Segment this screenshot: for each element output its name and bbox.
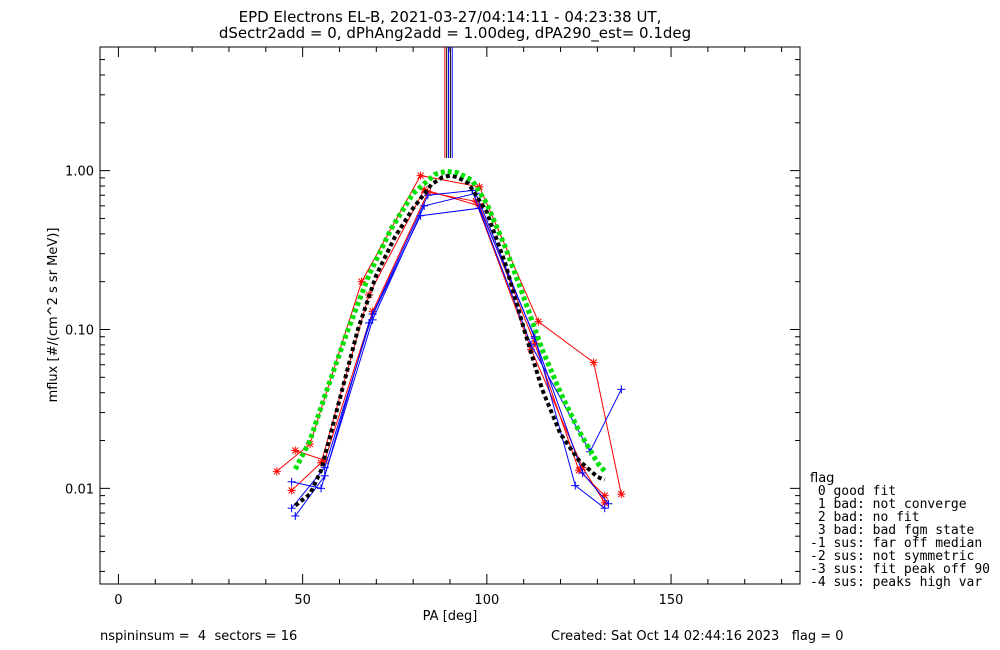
data-point <box>571 481 580 490</box>
data-point <box>317 484 326 493</box>
legend-entry: -1 sus: far off median <box>810 536 982 551</box>
y-tick-label: 1.00 <box>65 165 94 180</box>
y-tick-label: 0.10 <box>65 323 94 338</box>
data-point <box>287 486 296 495</box>
legend-entry: -4 sus: peaks high var <box>810 575 982 590</box>
data-point <box>534 317 543 326</box>
chart-title-line2: dSectr2add = 0, dPhAng2add = 1.00deg, dP… <box>219 24 691 43</box>
data-point <box>423 191 432 200</box>
footer-sector-info: nspininsum = 4 sectors = 16 <box>100 629 297 644</box>
data-point <box>589 358 598 367</box>
fit-curve <box>294 173 606 508</box>
data-point <box>604 499 613 508</box>
data-point <box>416 171 425 180</box>
data-point <box>617 490 626 499</box>
vertical-markers <box>444 47 453 159</box>
series-line <box>291 189 606 496</box>
data-point <box>617 385 626 394</box>
chart-title-line1: EPD Electrons EL-B, 2021-03-27/04:14:11 … <box>239 8 662 26</box>
legend-title: flag <box>810 471 834 486</box>
y-axis-ticks: 0.01 0.10 1.00 <box>65 46 800 572</box>
legend-entry: -2 sus: not symmetric <box>810 549 974 564</box>
data-point <box>291 511 300 520</box>
legend-entry: 0 good fit <box>810 484 896 499</box>
data-point <box>287 477 296 486</box>
series-line <box>294 192 609 517</box>
data-point <box>320 471 329 480</box>
data-point <box>287 504 296 513</box>
y-axis-label: mflux [#/(cm^2 s sr MeV)] <box>46 228 61 403</box>
x-axis-label: PA [deg] <box>423 609 478 624</box>
legend-entry: 3 bad: bad fgm state <box>810 523 975 538</box>
legend: flag 0 good fit 1 bad: not converge 2 ba… <box>810 471 990 590</box>
data-point <box>320 463 329 472</box>
y-tick-label: 0.01 <box>65 482 94 497</box>
data-point <box>600 504 609 513</box>
x-tick-label: 50 <box>294 593 311 608</box>
data-point <box>578 468 587 477</box>
legend-entry: 1 bad: not converge <box>810 497 967 512</box>
x-tick-label: 100 <box>474 593 499 608</box>
footer-created-flag: Created: Sat Oct 14 02:44:16 2023 flag =… <box>551 629 844 644</box>
series-line <box>295 191 606 504</box>
series-line <box>276 175 622 495</box>
legend-entry: 2 bad: no fit <box>810 510 920 525</box>
x-tick-label: 150 <box>659 593 684 608</box>
fit-curve <box>293 168 607 473</box>
data-point <box>368 310 377 319</box>
data-point <box>291 446 300 455</box>
data-series <box>272 168 626 520</box>
legend-entry: -3 sus: fit peak off 90 <box>810 562 990 577</box>
x-tick-label: 0 <box>114 593 122 608</box>
data-point <box>272 467 281 476</box>
x-axis-ticks: 0 50 100 150 <box>114 47 783 608</box>
